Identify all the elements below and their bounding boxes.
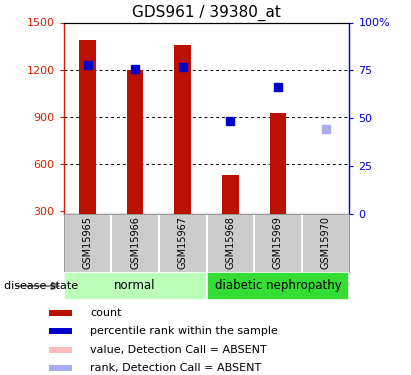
Bar <box>49 310 72 316</box>
Bar <box>64 272 206 300</box>
Text: percentile rank within the sample: percentile rank within the sample <box>90 326 278 336</box>
Bar <box>49 346 72 353</box>
Text: GSM15967: GSM15967 <box>178 216 188 269</box>
Text: normal: normal <box>114 279 156 292</box>
Bar <box>174 45 191 214</box>
Text: count: count <box>90 308 122 318</box>
Text: value, Detection Call = ABSENT: value, Detection Call = ABSENT <box>90 345 267 355</box>
Text: GSM15966: GSM15966 <box>130 216 140 269</box>
Text: GSM15970: GSM15970 <box>321 216 330 269</box>
Text: GSM15968: GSM15968 <box>225 216 236 269</box>
Bar <box>222 174 239 214</box>
Bar <box>49 365 72 371</box>
Title: GDS961 / 39380_at: GDS961 / 39380_at <box>132 5 281 21</box>
Bar <box>317 214 334 250</box>
Bar <box>49 328 72 334</box>
Text: GSM15965: GSM15965 <box>83 216 92 269</box>
Bar <box>206 272 349 300</box>
Text: disease state: disease state <box>4 281 78 291</box>
Bar <box>79 40 96 214</box>
Text: diabetic nephropathy: diabetic nephropathy <box>215 279 341 292</box>
Bar <box>127 69 143 214</box>
Text: GSM15969: GSM15969 <box>273 216 283 269</box>
Text: rank, Detection Call = ABSENT: rank, Detection Call = ABSENT <box>90 363 262 373</box>
Bar <box>270 113 286 214</box>
